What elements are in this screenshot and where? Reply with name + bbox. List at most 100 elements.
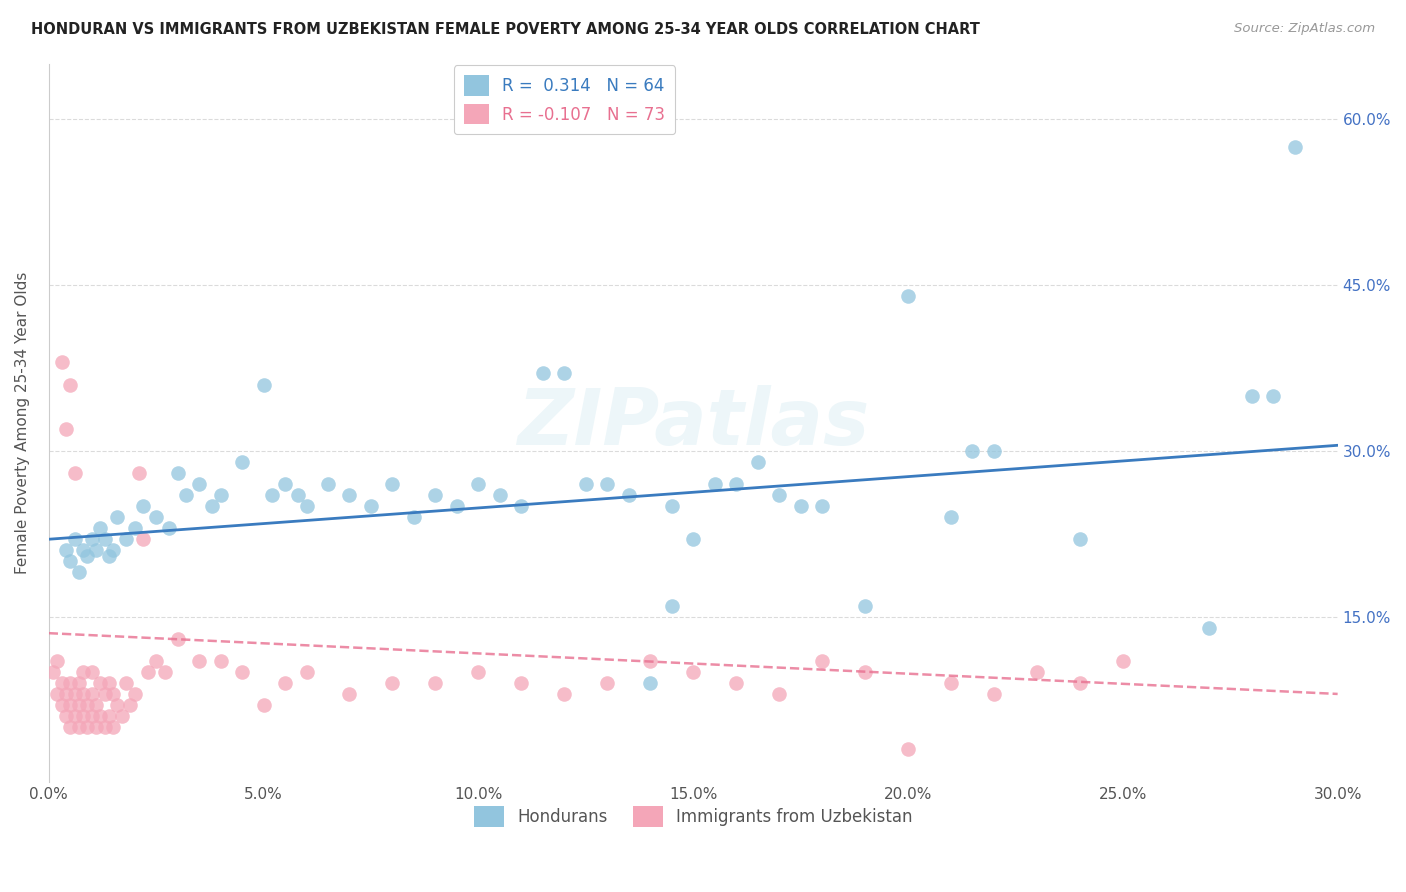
Point	[174, 488, 197, 502]
Point	[510, 499, 533, 513]
Point	[97, 549, 120, 563]
Point	[1240, 388, 1263, 402]
Y-axis label: Female Poverty Among 25-34 Year Olds: Female Poverty Among 25-34 Year Olds	[15, 272, 30, 574]
Point	[201, 499, 224, 513]
Point	[467, 665, 489, 679]
Point	[425, 488, 447, 502]
Point	[124, 687, 146, 701]
Point	[853, 665, 876, 679]
Point	[661, 499, 683, 513]
Point	[747, 455, 769, 469]
Point	[467, 477, 489, 491]
Point	[84, 698, 107, 712]
Point	[46, 654, 69, 668]
Point	[59, 554, 82, 568]
Point	[145, 510, 167, 524]
Point	[939, 676, 962, 690]
Point	[339, 687, 361, 701]
Point	[939, 510, 962, 524]
Point	[132, 533, 155, 547]
Point	[89, 676, 111, 690]
Point	[316, 477, 339, 491]
Point	[67, 698, 90, 712]
Point	[55, 709, 77, 723]
Point	[89, 521, 111, 535]
Point	[897, 289, 920, 303]
Point	[231, 665, 253, 679]
Point	[661, 599, 683, 613]
Point	[962, 443, 984, 458]
Point	[295, 499, 318, 513]
Point	[983, 687, 1005, 701]
Point	[1263, 388, 1285, 402]
Point	[339, 488, 361, 502]
Point	[725, 477, 748, 491]
Point	[111, 709, 134, 723]
Point	[682, 665, 704, 679]
Point	[638, 676, 661, 690]
Point	[209, 488, 232, 502]
Point	[188, 477, 211, 491]
Point	[55, 687, 77, 701]
Point	[1025, 665, 1047, 679]
Point	[59, 720, 82, 734]
Point	[274, 676, 297, 690]
Point	[381, 477, 404, 491]
Point	[80, 533, 103, 547]
Point	[97, 676, 120, 690]
Point	[59, 698, 82, 712]
Point	[1069, 533, 1091, 547]
Point	[63, 687, 86, 701]
Point	[209, 654, 232, 668]
Legend: Hondurans, Immigrants from Uzbekistan: Hondurans, Immigrants from Uzbekistan	[465, 798, 921, 835]
Point	[381, 676, 404, 690]
Point	[262, 488, 284, 502]
Point	[72, 709, 94, 723]
Point	[153, 665, 176, 679]
Point	[1198, 621, 1220, 635]
Text: Source: ZipAtlas.com: Source: ZipAtlas.com	[1234, 22, 1375, 36]
Point	[89, 709, 111, 723]
Text: HONDURAN VS IMMIGRANTS FROM UZBEKISTAN FEMALE POVERTY AMONG 25-34 YEAR OLDS CORR: HONDURAN VS IMMIGRANTS FROM UZBEKISTAN F…	[31, 22, 980, 37]
Point	[274, 477, 297, 491]
Point	[107, 698, 129, 712]
Point	[489, 488, 512, 502]
Point	[103, 543, 125, 558]
Point	[93, 720, 115, 734]
Point	[103, 687, 125, 701]
Point	[63, 709, 86, 723]
Point	[93, 533, 115, 547]
Point	[703, 477, 725, 491]
Point	[63, 533, 86, 547]
Point	[63, 466, 86, 480]
Point	[67, 676, 90, 690]
Point	[128, 466, 150, 480]
Point	[84, 720, 107, 734]
Point	[51, 698, 73, 712]
Point	[107, 510, 129, 524]
Point	[252, 377, 274, 392]
Point	[295, 665, 318, 679]
Point	[51, 355, 73, 369]
Point	[145, 654, 167, 668]
Point	[72, 687, 94, 701]
Point	[510, 676, 533, 690]
Point	[67, 720, 90, 734]
Text: ZIPatlas: ZIPatlas	[517, 385, 869, 461]
Point	[853, 599, 876, 613]
Point	[402, 510, 425, 524]
Point	[425, 676, 447, 690]
Point	[531, 367, 554, 381]
Point	[252, 698, 274, 712]
Point	[166, 466, 188, 480]
Point	[446, 499, 468, 513]
Point	[84, 543, 107, 558]
Point	[983, 443, 1005, 458]
Point	[67, 566, 90, 580]
Point	[682, 533, 704, 547]
Point	[55, 422, 77, 436]
Point	[80, 665, 103, 679]
Point	[46, 687, 69, 701]
Point	[93, 687, 115, 701]
Point	[553, 367, 575, 381]
